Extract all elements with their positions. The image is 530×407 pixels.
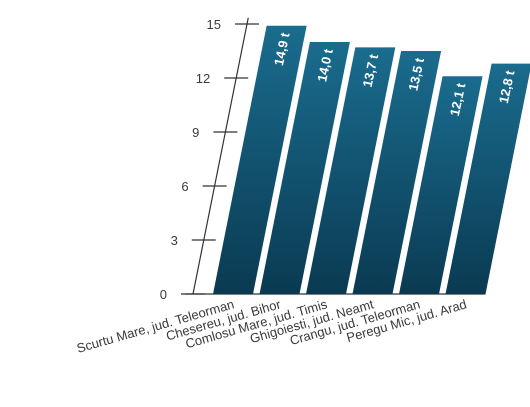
bar xyxy=(399,76,483,294)
y-tick-label: 15 xyxy=(207,17,221,32)
data-label: 12,1 t xyxy=(447,81,469,117)
y-tick-label: 12 xyxy=(196,71,210,86)
y-tick-label: 3 xyxy=(171,233,178,248)
data-label: 14,0 t xyxy=(314,47,336,83)
bar xyxy=(259,42,350,294)
bar xyxy=(445,63,530,294)
bar xyxy=(352,51,442,294)
y-tick-label: 0 xyxy=(160,287,167,302)
y-tick-label: 9 xyxy=(192,125,199,140)
bar xyxy=(213,25,307,295)
data-label: 13,7 t xyxy=(360,52,382,88)
y-axis-line xyxy=(192,17,249,295)
bar xyxy=(306,47,396,295)
data-label: 13,5 t xyxy=(405,56,427,92)
data-label: 12,8 t xyxy=(496,68,518,104)
data-label: 14,9 t xyxy=(271,31,293,67)
bars-group xyxy=(213,25,530,295)
y-tick-label: 6 xyxy=(181,179,188,194)
